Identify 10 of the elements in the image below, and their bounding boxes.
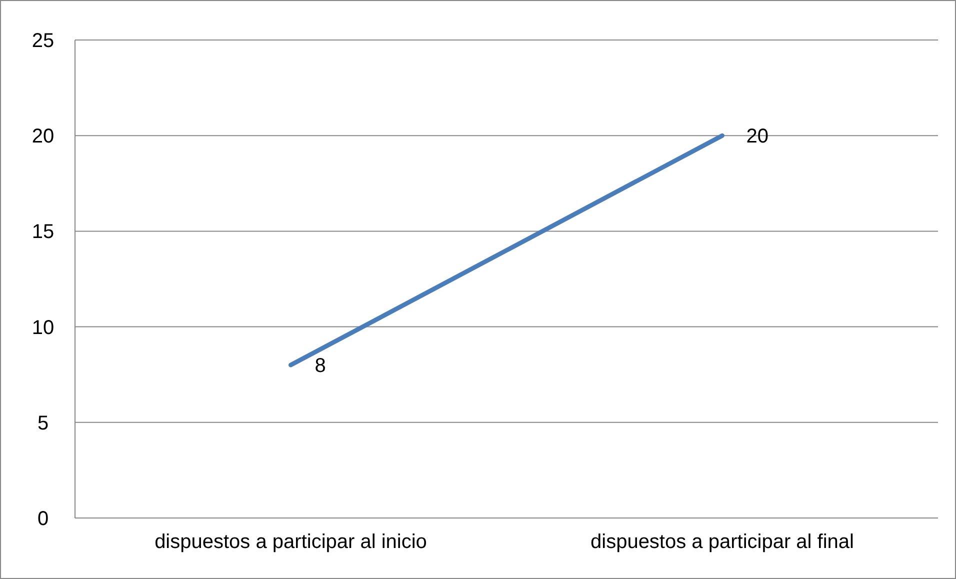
x-tick-label: dispuestos a participar al final xyxy=(590,531,854,553)
y-tick-label: 5 xyxy=(37,412,49,434)
y-tick-label: 20 xyxy=(32,126,54,148)
y-tick-label: 10 xyxy=(32,316,54,339)
data-label: 8 xyxy=(314,355,326,378)
y-tick-label: 15 xyxy=(32,221,54,244)
y-tick-label: 25 xyxy=(32,30,54,52)
y-tick-label: 0 xyxy=(37,508,49,530)
data-label: 20 xyxy=(746,126,768,148)
x-tick-label: dispuestos a participar al inicio xyxy=(154,531,427,553)
